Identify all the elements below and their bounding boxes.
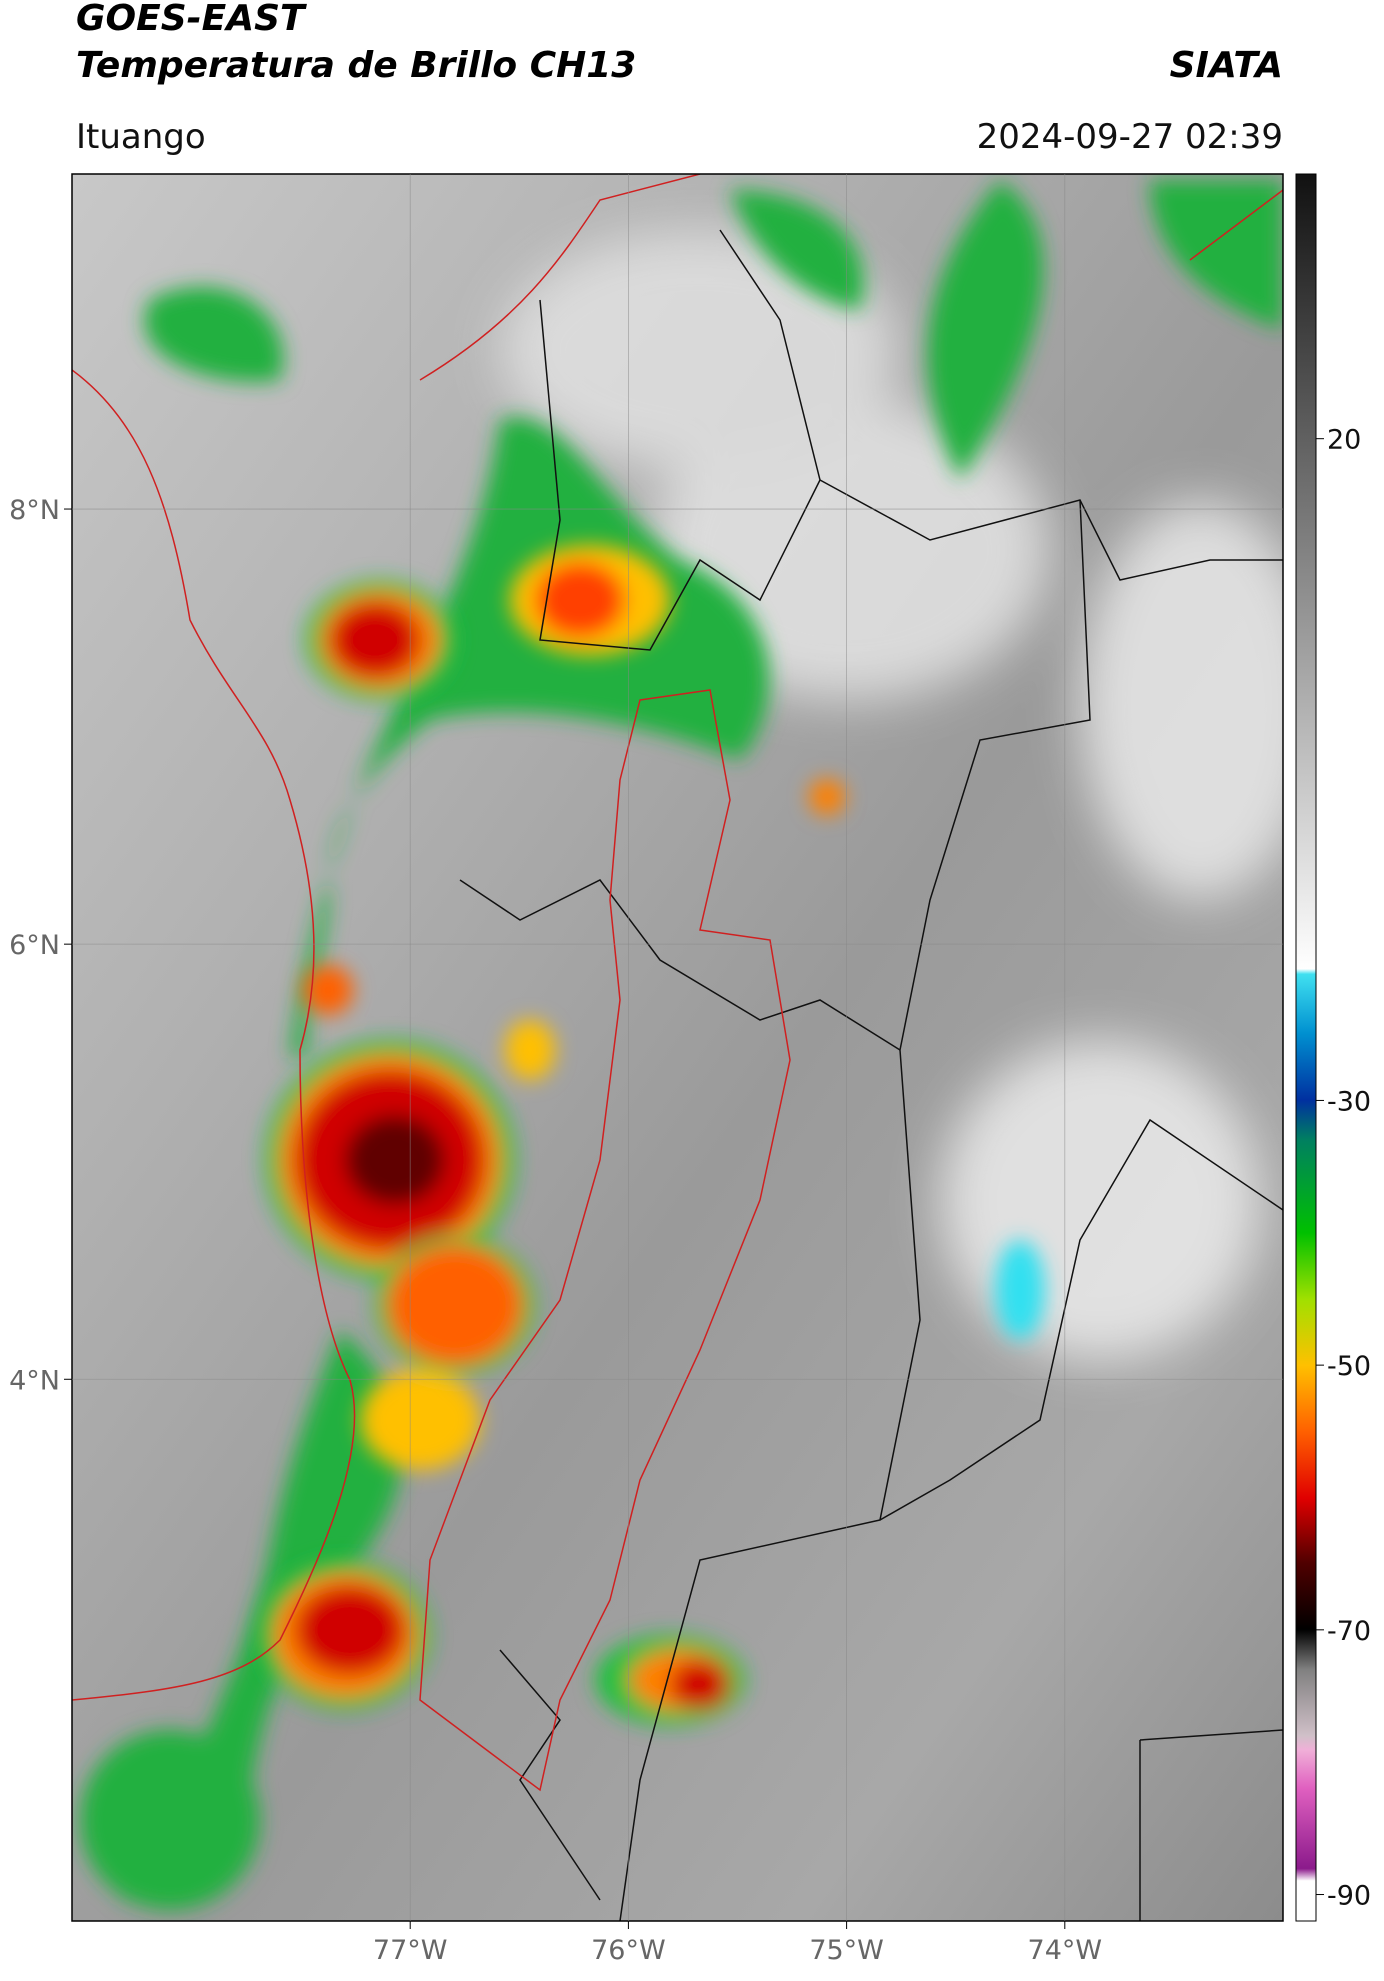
location: Ituango bbox=[76, 117, 206, 157]
map-frame bbox=[71, 173, 1284, 1922]
y-tick-label: 8°N bbox=[9, 495, 60, 526]
y-tick-label: 4°N bbox=[9, 1365, 60, 1396]
colorbar-tick-label: -90 bbox=[1327, 1881, 1371, 1912]
title-line2: Temperatura de Brillo CH13 bbox=[76, 45, 636, 86]
colorbar bbox=[1295, 173, 1317, 1922]
x-tick-label: 77°W bbox=[373, 1935, 448, 1966]
agency: SIATA bbox=[1170, 45, 1283, 86]
x-tick-label: 74°W bbox=[1028, 1935, 1103, 1966]
colorbar-tick-label: 20 bbox=[1327, 425, 1361, 456]
region-border bbox=[72, 174, 1283, 1792]
datetime: 2024-09-27 02:39 bbox=[977, 117, 1283, 157]
borders bbox=[459, 229, 1283, 1921]
colorbar-tick-label: -50 bbox=[1327, 1351, 1371, 1382]
colorbar-tick-label: -70 bbox=[1327, 1616, 1371, 1647]
x-tick-label: 75°W bbox=[809, 1935, 884, 1966]
x-tick-label: 76°W bbox=[591, 1935, 666, 1966]
y-tick-label: 6°N bbox=[9, 930, 60, 961]
storm-cells bbox=[260, 545, 1045, 1725]
satellite-image bbox=[72, 174, 1283, 1921]
title-line1: GOES-EAST bbox=[76, 0, 307, 39]
colorbar-tick-label: -30 bbox=[1327, 1086, 1371, 1117]
